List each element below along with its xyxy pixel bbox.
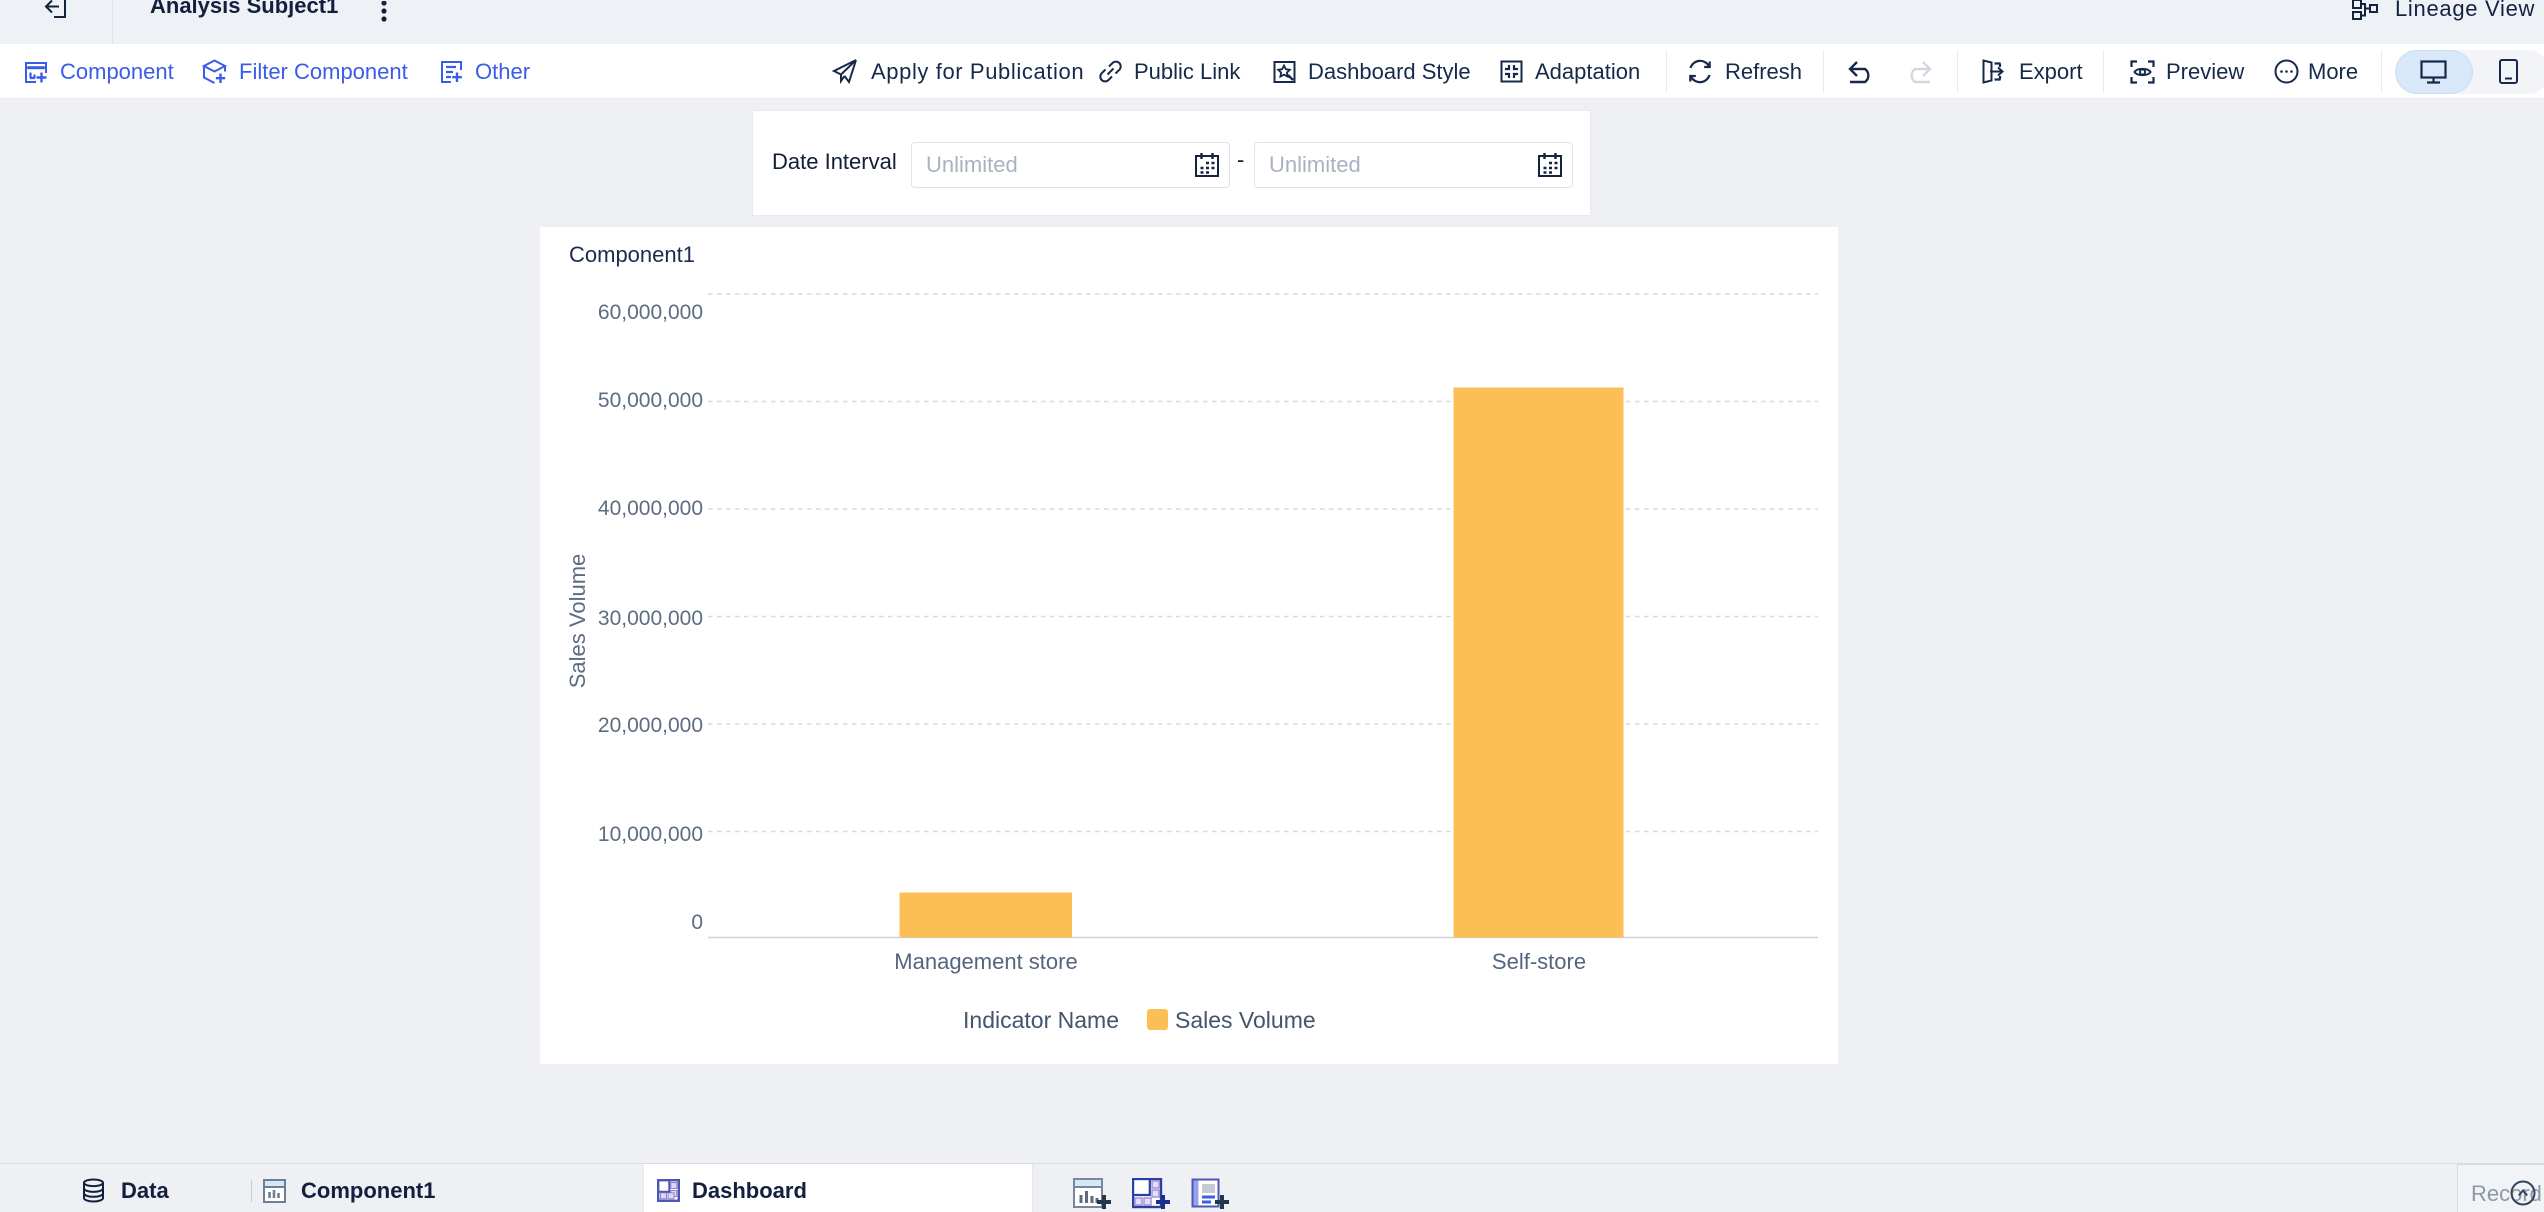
svg-text:Indicator Name: Indicator Name [963, 1007, 1119, 1033]
svg-text:0: 0 [691, 911, 703, 934]
svg-text:Sales Volume: Sales Volume [565, 554, 590, 689]
svg-text:60,000,000: 60,000,000 [598, 301, 703, 324]
svg-text:20,000,000: 20,000,000 [598, 714, 703, 737]
svg-text:Self-store: Self-store [1492, 949, 1586, 974]
svg-text:50,000,000: 50,000,000 [598, 389, 703, 412]
svg-text:30,000,000: 30,000,000 [598, 607, 703, 630]
svg-text:40,000,000: 40,000,000 [598, 497, 703, 520]
svg-text:Sales Volume: Sales Volume [1175, 1007, 1316, 1033]
svg-text:Management store: Management store [894, 949, 1077, 974]
svg-text:10,000,000: 10,000,000 [598, 823, 703, 846]
